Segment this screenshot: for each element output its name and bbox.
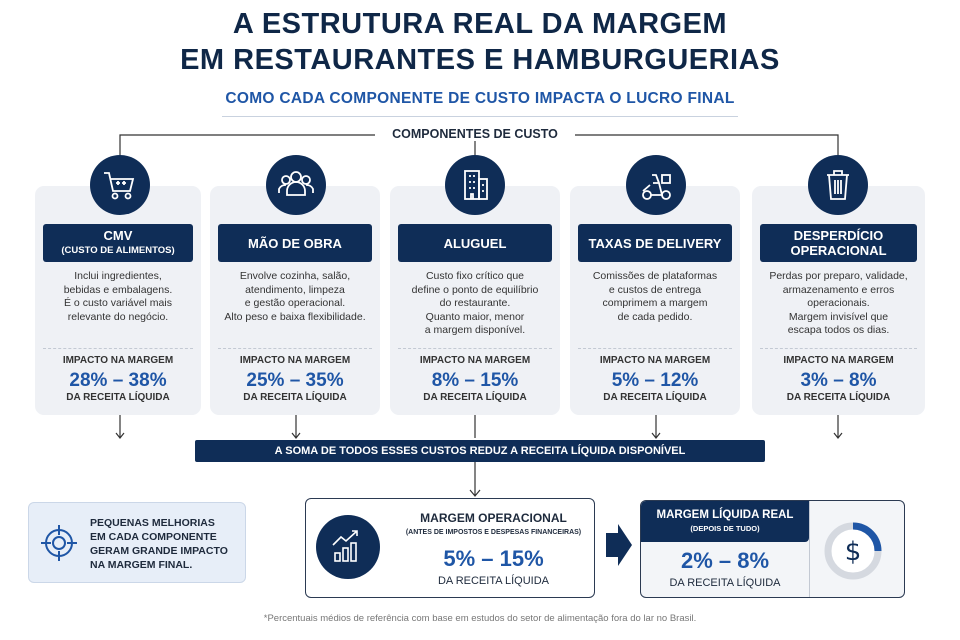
impact-label: IMPACTO NA MARGEM <box>239 355 351 366</box>
revenue-label: DA RECEITA LÍQUIDA <box>786 392 891 403</box>
shopping-cart-icon <box>90 155 150 215</box>
impact-range: 5% – 12% <box>611 370 699 391</box>
target-icon <box>41 525 77 561</box>
revenue-label: DA RECEITA LÍQUIDA <box>66 392 170 403</box>
sum-banner: A SOMA DE TODOS ESSES CUSTOS REDUZ A REC… <box>195 440 765 462</box>
impact-label: IMPACTO NA MARGEM <box>599 355 711 366</box>
card-description: Inclui ingredientes, bebidas e embalagens… <box>63 270 173 323</box>
impact-range: 28% – 38% <box>69 370 167 391</box>
impact-label: IMPACTO NA MARGEM <box>62 355 174 366</box>
operational-range: 5% – 15% <box>443 546 544 571</box>
tip-line: EM CADA COMPONENTE <box>90 531 217 543</box>
tip-box: PEQUENAS MELHORIAS EM CADA COMPONENTE GE… <box>28 502 246 583</box>
impact-label: IMPACTO NA MARGEM <box>419 355 531 366</box>
title-line-2: EM RESTAURANTES E HAMBURGUERIAS <box>180 44 780 76</box>
revenue-label: DA RECEITA LÍQUIDA <box>423 392 527 403</box>
card-title: CMV (CUSTO DE ALIMENTOS) <box>43 224 193 262</box>
card-title: MÃO DE OBRA <box>218 224 372 262</box>
tip-line: NA MARGEM FINAL. <box>90 559 193 571</box>
net-note: (DEPOIS DE TUDO) <box>690 524 760 533</box>
card-title: DESPERDÍCIO OPERACIONAL <box>760 224 917 262</box>
operational-note: (ANTES DE IMPOSTOS E DESPESAS FINANCEIRA… <box>405 529 582 536</box>
impact-range: 3% – 8% <box>800 370 877 391</box>
impact-range: 25% – 35% <box>246 370 344 391</box>
footnote: *Percentuais médios de referência com ba… <box>263 613 697 624</box>
dollar-gauge-icon: $ <box>824 522 882 580</box>
net-margin-box: MARGEM LÍQUIDA REAL (DEPOIS DE TUDO) 2% … <box>640 500 905 598</box>
net-title: MARGEM LÍQUIDA REAL <box>656 509 794 521</box>
components-label: COMPONENTES DE CUSTO <box>375 127 575 141</box>
trash-icon <box>808 155 868 215</box>
card-title: TAXAS DE DELIVERY <box>578 224 732 262</box>
building-icon <box>445 155 505 215</box>
subtitle: COMO CADA COMPONENTE DE CUSTO IMPACTA O … <box>225 90 735 107</box>
title-line-1: A ESTRUTURA REAL DA MARGEM <box>232 8 728 40</box>
revenue-label: DA RECEITA LÍQUIDA <box>603 392 707 403</box>
operational-title: MARGEM OPERACIONAL <box>420 511 567 525</box>
delivery-scooter-icon <box>626 155 686 215</box>
card-description: Comissões de plataformas e custos de entr… <box>592 270 718 323</box>
card-description: Perdas por preparo, validade, armazenamen… <box>769 270 908 336</box>
impact-range: 8% – 15% <box>431 370 519 391</box>
tip-line: PEQUENAS MELHORIAS <box>90 517 215 529</box>
tip-line: GERAM GRANDE IMPACTO <box>90 545 228 557</box>
net-label: DA RECEITA LÍQUIDA <box>669 577 781 589</box>
card-description: Envolve cozinha, salão, atendimento, limp… <box>224 270 366 323</box>
svg-text:$: $ <box>845 537 862 567</box>
card-description: Custo fixo crítico que define o ponto de … <box>411 270 539 336</box>
operational-label: DA RECEITA LÍQUIDA <box>437 575 550 587</box>
growth-chart-icon <box>316 515 380 579</box>
people-icon <box>266 155 326 215</box>
operational-margin-box: MARGEM OPERACIONAL (ANTES DE IMPOSTOS E … <box>305 498 595 598</box>
card-title: ALUGUEL <box>398 224 552 262</box>
impact-label: IMPACTO NA MARGEM <box>783 355 894 366</box>
divider <box>222 116 738 117</box>
arrow-right-icon <box>606 524 632 566</box>
revenue-label: DA RECEITA LÍQUIDA <box>243 392 347 403</box>
net-range: 2% – 8% <box>680 548 770 573</box>
